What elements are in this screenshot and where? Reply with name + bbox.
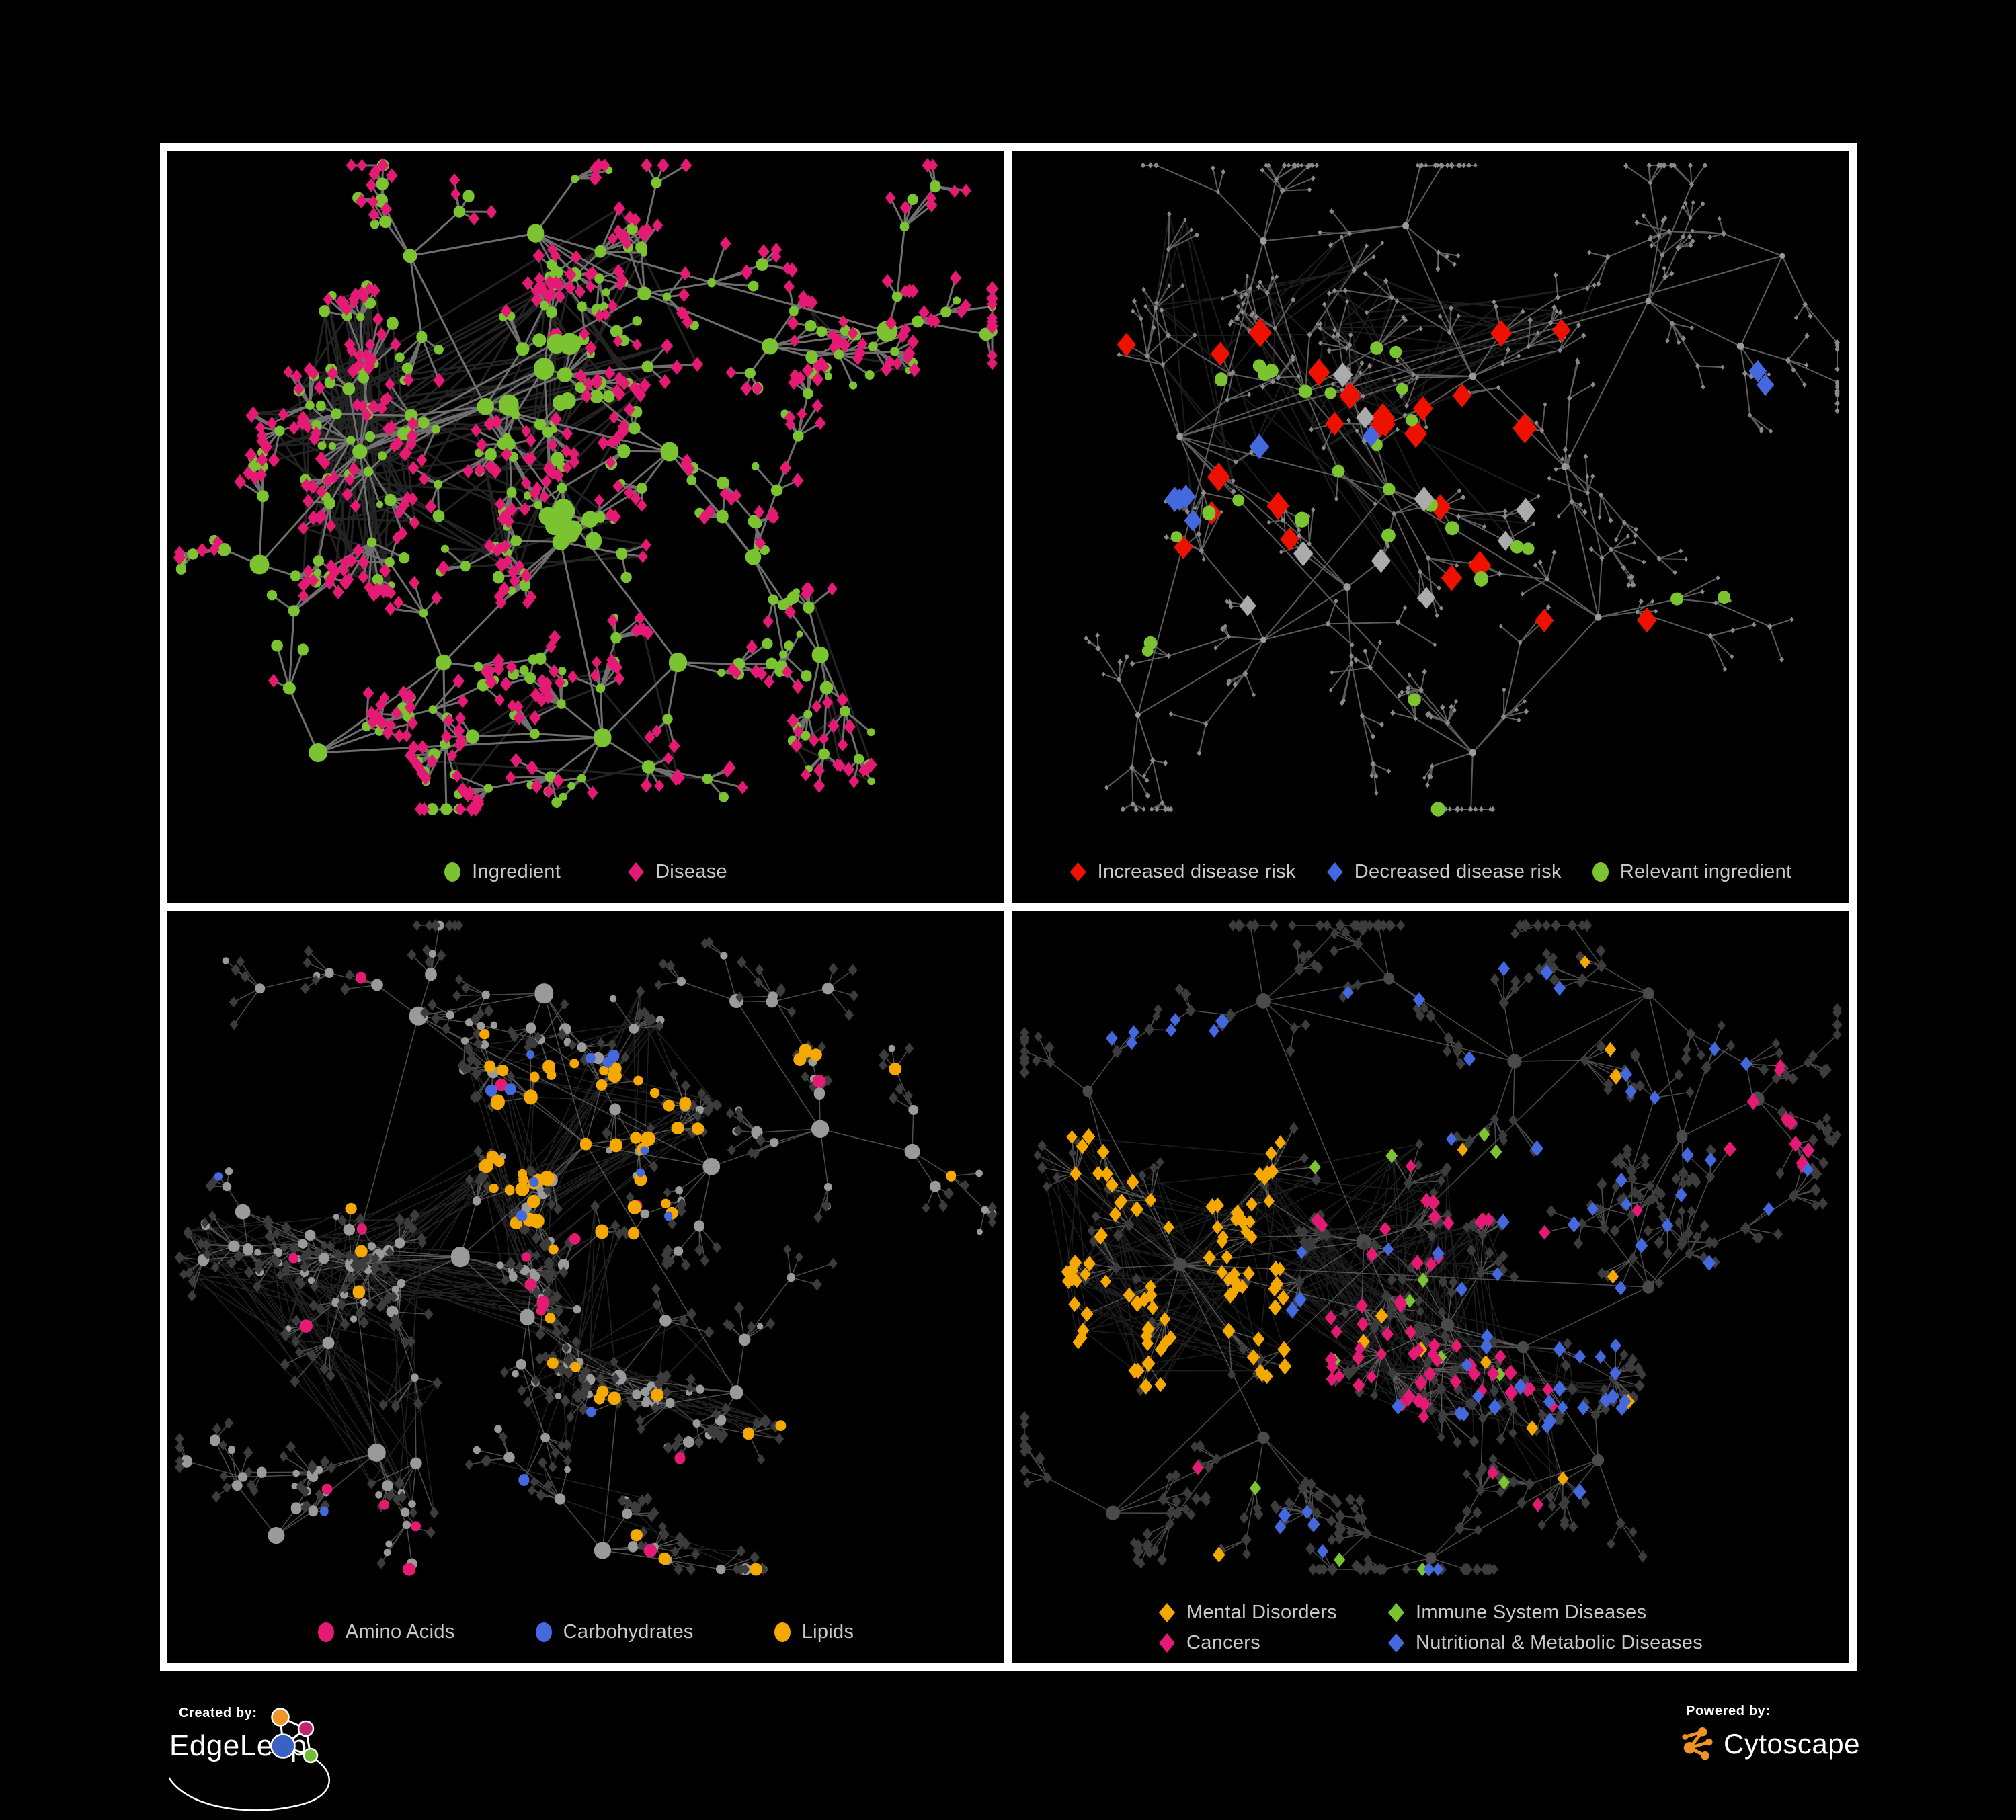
network-highlight-nodes-diamonds xyxy=(1117,318,1657,633)
immune-system-diseases-diamond-icon xyxy=(1387,1603,1404,1622)
legend-label-lipids: Lipids xyxy=(801,1621,854,1643)
network-highlight-nodes-circles xyxy=(345,1029,957,1576)
network-nodes-circles xyxy=(1082,972,1765,1564)
disease-diamond-icon xyxy=(628,862,645,882)
decreased-risk-diamond-icon xyxy=(1326,862,1343,882)
legend-label-amino-acids: Amino Acids xyxy=(345,1621,455,1643)
grid-divider-horizontal xyxy=(167,903,1849,911)
panel-grid: Ingredient Disease Increased disease ris… xyxy=(160,143,1857,1671)
legend-item-mental-disorders: Mental Disorders xyxy=(1158,1602,1337,1624)
legend-label-nutritional-metabolic-diseases: Nutritional & Metabolic Diseases xyxy=(1415,1632,1703,1653)
legend-item-nutritional-metabolic-diseases: Nutritional & Metabolic Diseases xyxy=(1387,1632,1703,1654)
cancers-diamond-icon xyxy=(1158,1633,1175,1653)
legend-item-disease: Disease xyxy=(628,861,727,883)
network-canvas-disease-classes xyxy=(1019,919,1843,1577)
legend-ingredient-classes: Amino Acids Carbohydrates Lipids xyxy=(167,1621,1004,1643)
cytoscape-logo-row: Cytoscape xyxy=(1681,1725,1963,1764)
network-highlight-nodes-diamonds xyxy=(1106,961,1814,1577)
powered-by-label: Powered by: xyxy=(1686,1704,1771,1719)
legend-disease-classes: Mental Disorders Immune System Diseases … xyxy=(1012,1602,1849,1654)
edgeleap-swoosh xyxy=(169,1757,330,1811)
lipids-circle-icon xyxy=(774,1622,791,1642)
cytoscape-wordmark: Cytoscape xyxy=(1724,1728,1860,1760)
ingredient-circle-icon xyxy=(444,862,461,882)
network-canvas-disease-risk xyxy=(1084,161,1841,817)
network-highlight-nodes-diamonds xyxy=(1061,955,1635,1563)
network-web-edges xyxy=(179,991,781,1570)
edgeleap-wordmark: EdgeLeap xyxy=(169,1729,307,1762)
legend-item-lipids: Lipids xyxy=(774,1621,854,1643)
legend-label-relevant-ingredient: Relevant ingredient xyxy=(1619,861,1792,882)
legend-ingredient-disease: Ingredient Disease xyxy=(167,861,1004,883)
legend-item-increased-risk: Increased disease risk xyxy=(1070,861,1296,883)
nutritional-metabolic-diseases-diamond-icon xyxy=(1387,1633,1404,1653)
edgeleap-logo xyxy=(169,1708,330,1811)
legend-item-immune-system-diseases: Immune System Diseases xyxy=(1387,1602,1703,1624)
increased-risk-diamond-icon xyxy=(1070,862,1086,882)
legend-label-immune-system-diseases: Immune System Diseases xyxy=(1415,1602,1647,1623)
legend-item-relevant-ingredient: Relevant ingredient xyxy=(1592,861,1792,883)
network-nodes-diamonds xyxy=(174,919,997,1575)
panel-ingredient-classes: Amino Acids Carbohydrates Lipids xyxy=(167,911,1004,1663)
mental-disorders-diamond-icon xyxy=(1158,1603,1175,1622)
legend-item-amino-acids: Amino Acids xyxy=(317,1621,455,1643)
legend-label-ingredient: Ingredient xyxy=(472,861,561,882)
edgeleap-branding: Created by: EdgeLeap xyxy=(169,1706,411,1820)
panel-ingredient-disease: Ingredient Disease xyxy=(167,151,1004,903)
legend-item-carbohydrates: Carbohydrates xyxy=(535,1621,694,1643)
network-nodes-circles xyxy=(181,920,997,1575)
amino-acids-circle-icon xyxy=(317,1622,334,1642)
legend-label-mental-disorders: Mental Disorders xyxy=(1186,1602,1337,1623)
legend-label-cancers: Cancers xyxy=(1186,1632,1261,1653)
legend-item-cancers: Cancers xyxy=(1158,1632,1337,1654)
legend-label-disease: Disease xyxy=(655,861,727,882)
network-highlight-nodes-diamonds xyxy=(1192,1059,1815,1512)
legend-label-carbohydrates: Carbohydrates xyxy=(563,1621,694,1643)
created-by-label: Created by: xyxy=(179,1706,257,1721)
cytoscape-branding: Powered by: Cytoscape xyxy=(1681,1704,1963,1798)
carbohydrates-circle-icon xyxy=(535,1622,552,1642)
panel-disease-risk: Increased disease risk Decreased disease… xyxy=(1012,151,1849,903)
legend-label-increased-risk: Increased disease risk xyxy=(1097,861,1296,882)
legend-item-ingredient: Ingredient xyxy=(444,861,561,883)
network-canvas-ingredient-classes xyxy=(174,919,997,1576)
network-canvas-ingredient-disease xyxy=(173,157,999,817)
network-nodes-diamonds xyxy=(173,157,999,817)
relevant-ingredient-circle-icon xyxy=(1592,862,1609,882)
panel-disease-classes: Mental Disorders Immune System Diseases … xyxy=(1012,911,1849,1663)
legend-disease-risk: Increased disease risk Decreased disease… xyxy=(1012,861,1849,883)
legend-label-decreased-risk: Decreased disease risk xyxy=(1354,861,1562,882)
network-web-edges xyxy=(1037,1128,1640,1507)
legend-item-decreased-risk: Decreased disease risk xyxy=(1326,861,1562,883)
network-highlight-nodes-circles xyxy=(1141,341,1731,817)
cytoscape-logo-icon xyxy=(1682,1727,1713,1760)
